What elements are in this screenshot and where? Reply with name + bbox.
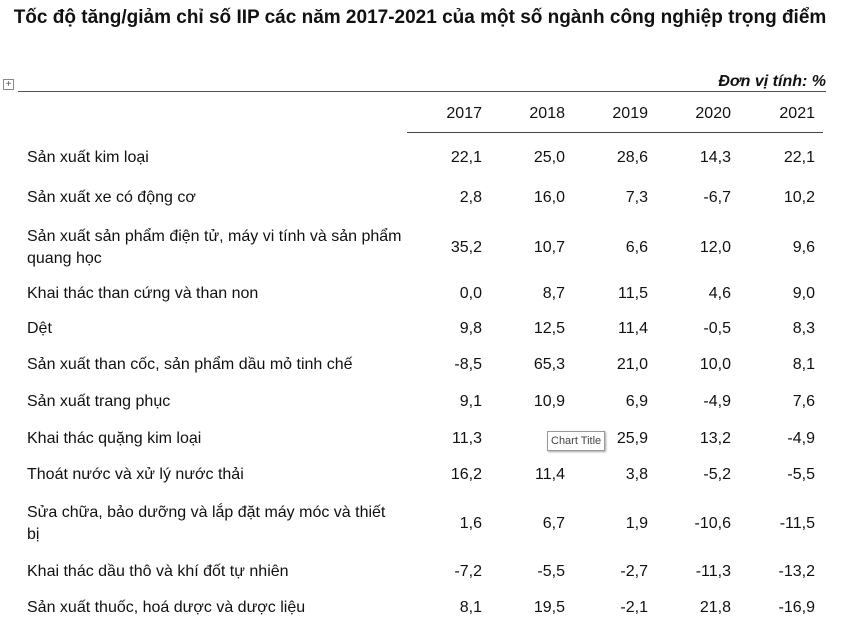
- table-cell: 12,0: [699, 239, 731, 256]
- table-cell: 8,7: [542, 285, 565, 302]
- table-cell: 10,0: [699, 356, 731, 373]
- table-cell: 9,8: [459, 320, 482, 337]
- table-cell: -2,1: [620, 599, 648, 616]
- table-cell: 9,0: [792, 285, 815, 302]
- table-cell: 3,8: [625, 466, 648, 483]
- table-cell: 11,5: [618, 285, 648, 302]
- table-cell: 25,9: [616, 430, 648, 447]
- table-cell: 28,6: [616, 149, 648, 166]
- table-cell: 6,9: [625, 393, 648, 410]
- row-label: Dệt: [27, 320, 52, 337]
- table-cell: 6,6: [625, 239, 648, 256]
- row-label: Sản xuất trang phục: [27, 393, 171, 410]
- table-cell: 8,1: [459, 599, 482, 616]
- table-cell: 10,7: [533, 239, 565, 256]
- table-cell: -13,2: [778, 563, 815, 580]
- table-cell: 0,0: [459, 285, 482, 302]
- table-cell: 16,2: [450, 466, 482, 483]
- table-cell: 1,6: [459, 515, 482, 532]
- table-cell: 22,1: [783, 149, 815, 166]
- row-label: Sản xuất sản phẩm điện tử, máy vi tính v…: [27, 228, 402, 267]
- table-cell: 10,2: [783, 189, 815, 206]
- year-header: 2021: [779, 105, 815, 122]
- table-cell: -2,7: [620, 563, 648, 580]
- table-cell: 65,3: [533, 356, 565, 373]
- chart-title-tooltip: Chart Title: [547, 431, 606, 451]
- table-cell: -5,5: [537, 563, 565, 580]
- table-cell: 2,8: [459, 189, 482, 206]
- table-cell: -16,9: [778, 599, 815, 616]
- table-cell: 6,7: [542, 515, 565, 532]
- table-cell: 11,4: [618, 320, 648, 337]
- year-header: 2017: [446, 105, 482, 122]
- table-cell: 9,1: [459, 393, 482, 410]
- table-cell: 13,2: [699, 430, 731, 447]
- row-label: Khai thác quặng kim loại: [27, 430, 202, 447]
- table-cell: -5,5: [787, 466, 815, 483]
- table-cell: 19,5: [533, 599, 565, 616]
- row-label: Sản xuất than cốc, sản phẩm dầu mỏ tinh …: [27, 356, 353, 373]
- year-header: 2018: [529, 105, 565, 122]
- table-cell: -7,2: [454, 563, 482, 580]
- table-cell: 8,3: [792, 320, 815, 337]
- row-label: Khai thác dầu thô và khí đốt tự nhiên: [27, 563, 289, 580]
- row-label: Sửa chữa, bảo dưỡng và lắp đặt máy móc v…: [27, 504, 386, 543]
- table-cell: -5,2: [703, 466, 731, 483]
- move-anchor-icon[interactable]: +: [3, 79, 14, 90]
- row-label: Sản xuất thuốc, hoá dược và dược liệu: [27, 599, 306, 616]
- row-label: Sản xuất kim loại: [27, 149, 149, 166]
- page-title: Tốc độ tăng/giảm chỉ số IIP các năm 2017…: [13, 7, 827, 28]
- year-header: 2020: [695, 105, 731, 122]
- table-cell: 21,8: [699, 599, 731, 616]
- table-cell: -11,3: [695, 563, 731, 580]
- year-header: 2019: [612, 105, 648, 122]
- table-cell: 11,3: [452, 430, 482, 447]
- table-cell: 16,0: [533, 189, 565, 206]
- table-cell: 21,0: [616, 356, 648, 373]
- table-cell: 10,9: [533, 393, 565, 410]
- table-cell: 7,6: [792, 393, 815, 410]
- row-label: Sản xuất xe có động cơ: [27, 189, 196, 206]
- table-cell: 4,6: [708, 285, 731, 302]
- table-cell: -4,9: [703, 393, 731, 410]
- table-cell: 11,4: [535, 466, 565, 483]
- table-cell: -6,7: [703, 189, 731, 206]
- year-header-divider: [407, 132, 823, 133]
- header-divider: [18, 91, 826, 92]
- table-cell: -10,6: [694, 515, 731, 532]
- table-cell: -0,5: [703, 320, 731, 337]
- table-cell: 8,1: [792, 356, 815, 373]
- table-cell: 25,0: [533, 149, 565, 166]
- table-cell: 12,5: [533, 320, 565, 337]
- table-cell: 35,2: [450, 239, 482, 256]
- table-cell: -11,5: [779, 515, 815, 532]
- table-cell: 14,3: [699, 149, 731, 166]
- table-cell: 22,1: [450, 149, 482, 166]
- table-cell: 1,9: [625, 515, 648, 532]
- table-cell: -8,5: [454, 356, 482, 373]
- unit-label: Đơn vị tính: %: [718, 73, 826, 90]
- table-cell: 7,3: [625, 189, 648, 206]
- table-cell: 9,6: [792, 239, 815, 256]
- row-label: Khai thác than cứng và than non: [27, 285, 259, 302]
- row-label: Thoát nước và xử lý nước thải: [27, 466, 244, 483]
- table-cell: -4,9: [787, 430, 815, 447]
